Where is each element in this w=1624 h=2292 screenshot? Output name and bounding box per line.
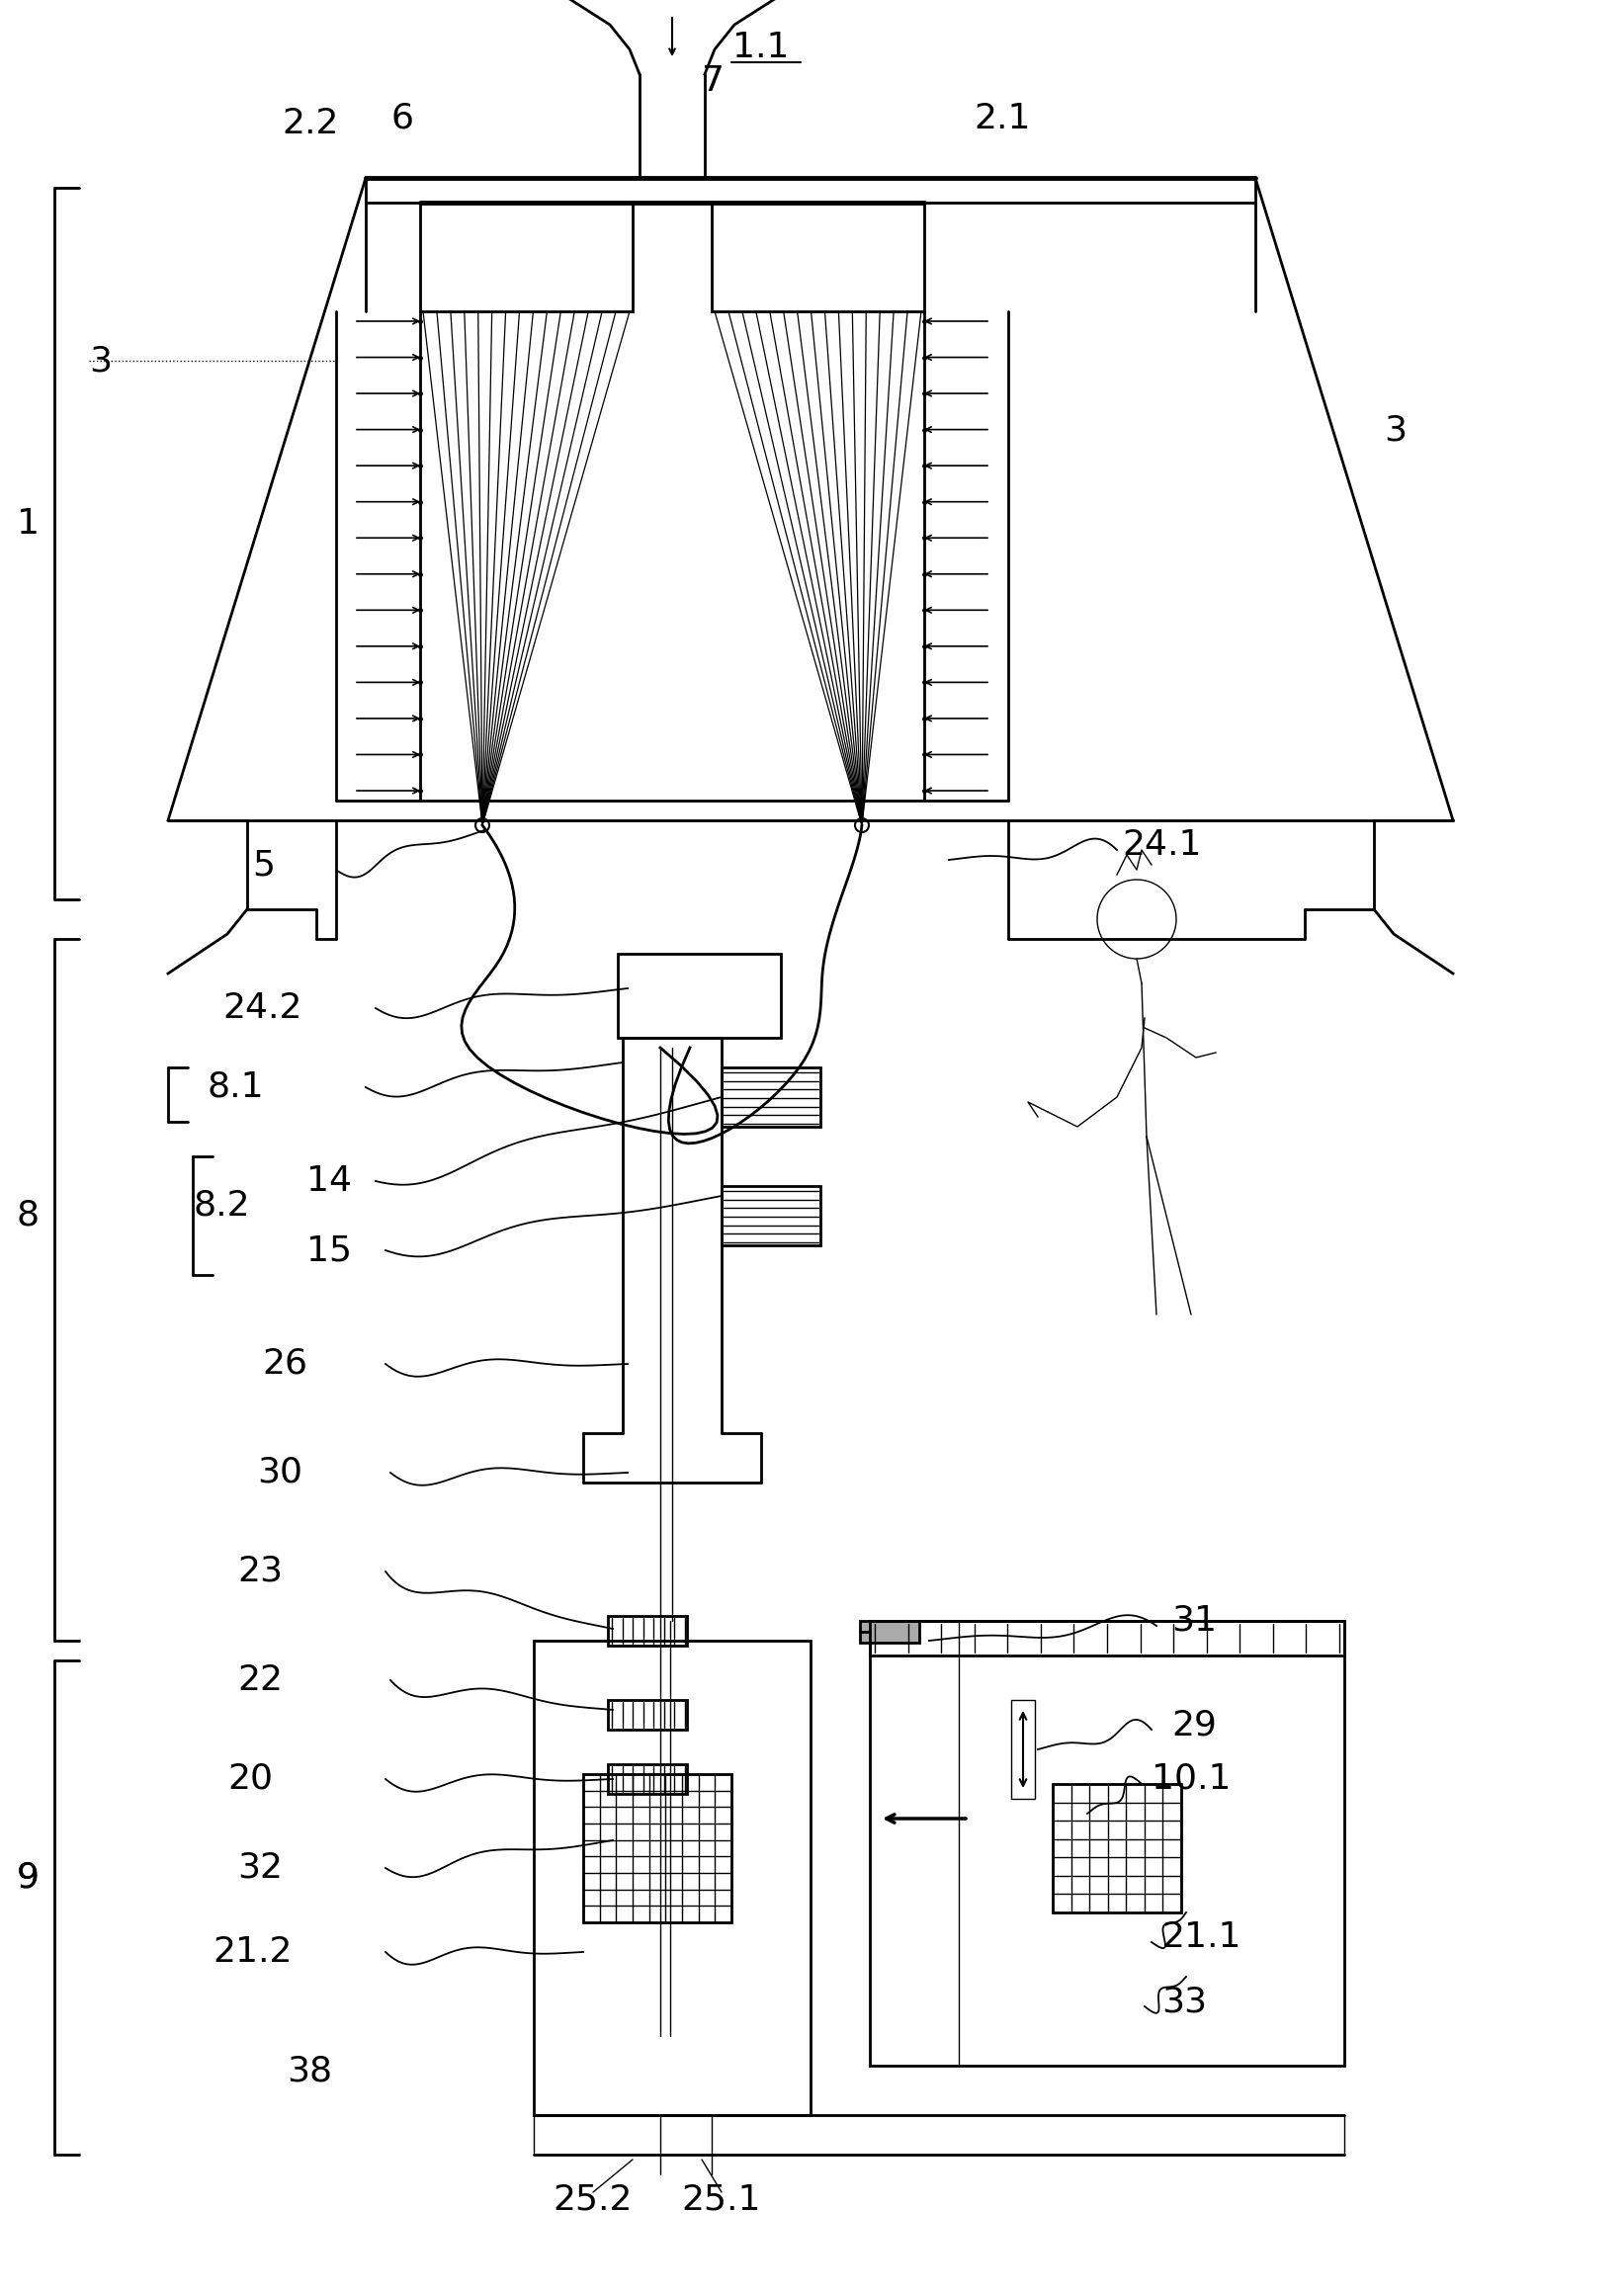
Text: 8: 8 [16, 1199, 39, 1233]
Bar [607, 1701, 687, 1730]
Bar [861, 1620, 919, 1643]
Text: 23: 23 [237, 1554, 283, 1588]
Bar [1012, 1701, 1034, 1799]
Text: 33: 33 [1161, 1985, 1207, 2019]
Bar [1052, 1783, 1181, 1912]
Text: 9: 9 [16, 1861, 39, 1895]
Text: 6: 6 [390, 101, 412, 135]
Bar [721, 1185, 820, 1245]
Text: 29: 29 [1171, 1708, 1216, 1742]
Bar [870, 1620, 1345, 1655]
Bar [870, 1620, 1345, 2065]
Text: 7: 7 [702, 64, 724, 99]
Bar [721, 1068, 820, 1128]
Text: 5: 5 [252, 848, 274, 882]
Text: 2.1: 2.1 [974, 101, 1031, 135]
Bar [421, 202, 633, 312]
Text: 25.2: 25.2 [554, 2182, 633, 2216]
Text: 1: 1 [16, 507, 39, 541]
Text: 14: 14 [307, 1164, 352, 1199]
Text: 15: 15 [307, 1233, 352, 1267]
Text: 9: 9 [16, 1861, 39, 1895]
Text: 3: 3 [1384, 413, 1406, 447]
Text: 8.1: 8.1 [208, 1070, 265, 1105]
Text: 25.1: 25.1 [682, 2182, 762, 2216]
Bar [607, 1765, 687, 1795]
Bar [607, 1616, 687, 1646]
Text: 20: 20 [227, 1763, 273, 1797]
Text: 8.2: 8.2 [193, 1190, 250, 1222]
Text: 10.1: 10.1 [1151, 1763, 1231, 1797]
Text: 21.1: 21.1 [1161, 1921, 1241, 1955]
Text: 22: 22 [237, 1664, 283, 1696]
Text: 3: 3 [89, 344, 112, 378]
Text: 30: 30 [257, 1455, 302, 1490]
Text: 38: 38 [287, 2054, 333, 2088]
Text: 32: 32 [237, 1852, 283, 1884]
Text: 2.2: 2.2 [281, 108, 338, 140]
Bar [617, 953, 781, 1038]
Text: 21.2: 21.2 [213, 1934, 292, 1969]
Text: 26: 26 [261, 1348, 307, 1380]
Text: 24.2: 24.2 [222, 992, 302, 1025]
Bar [534, 1641, 810, 2116]
Text: 1.1: 1.1 [732, 30, 789, 64]
Text: 24.1: 24.1 [1122, 827, 1202, 862]
Bar [711, 202, 924, 312]
Bar [583, 1774, 731, 1923]
Text: 31: 31 [1171, 1604, 1216, 1639]
